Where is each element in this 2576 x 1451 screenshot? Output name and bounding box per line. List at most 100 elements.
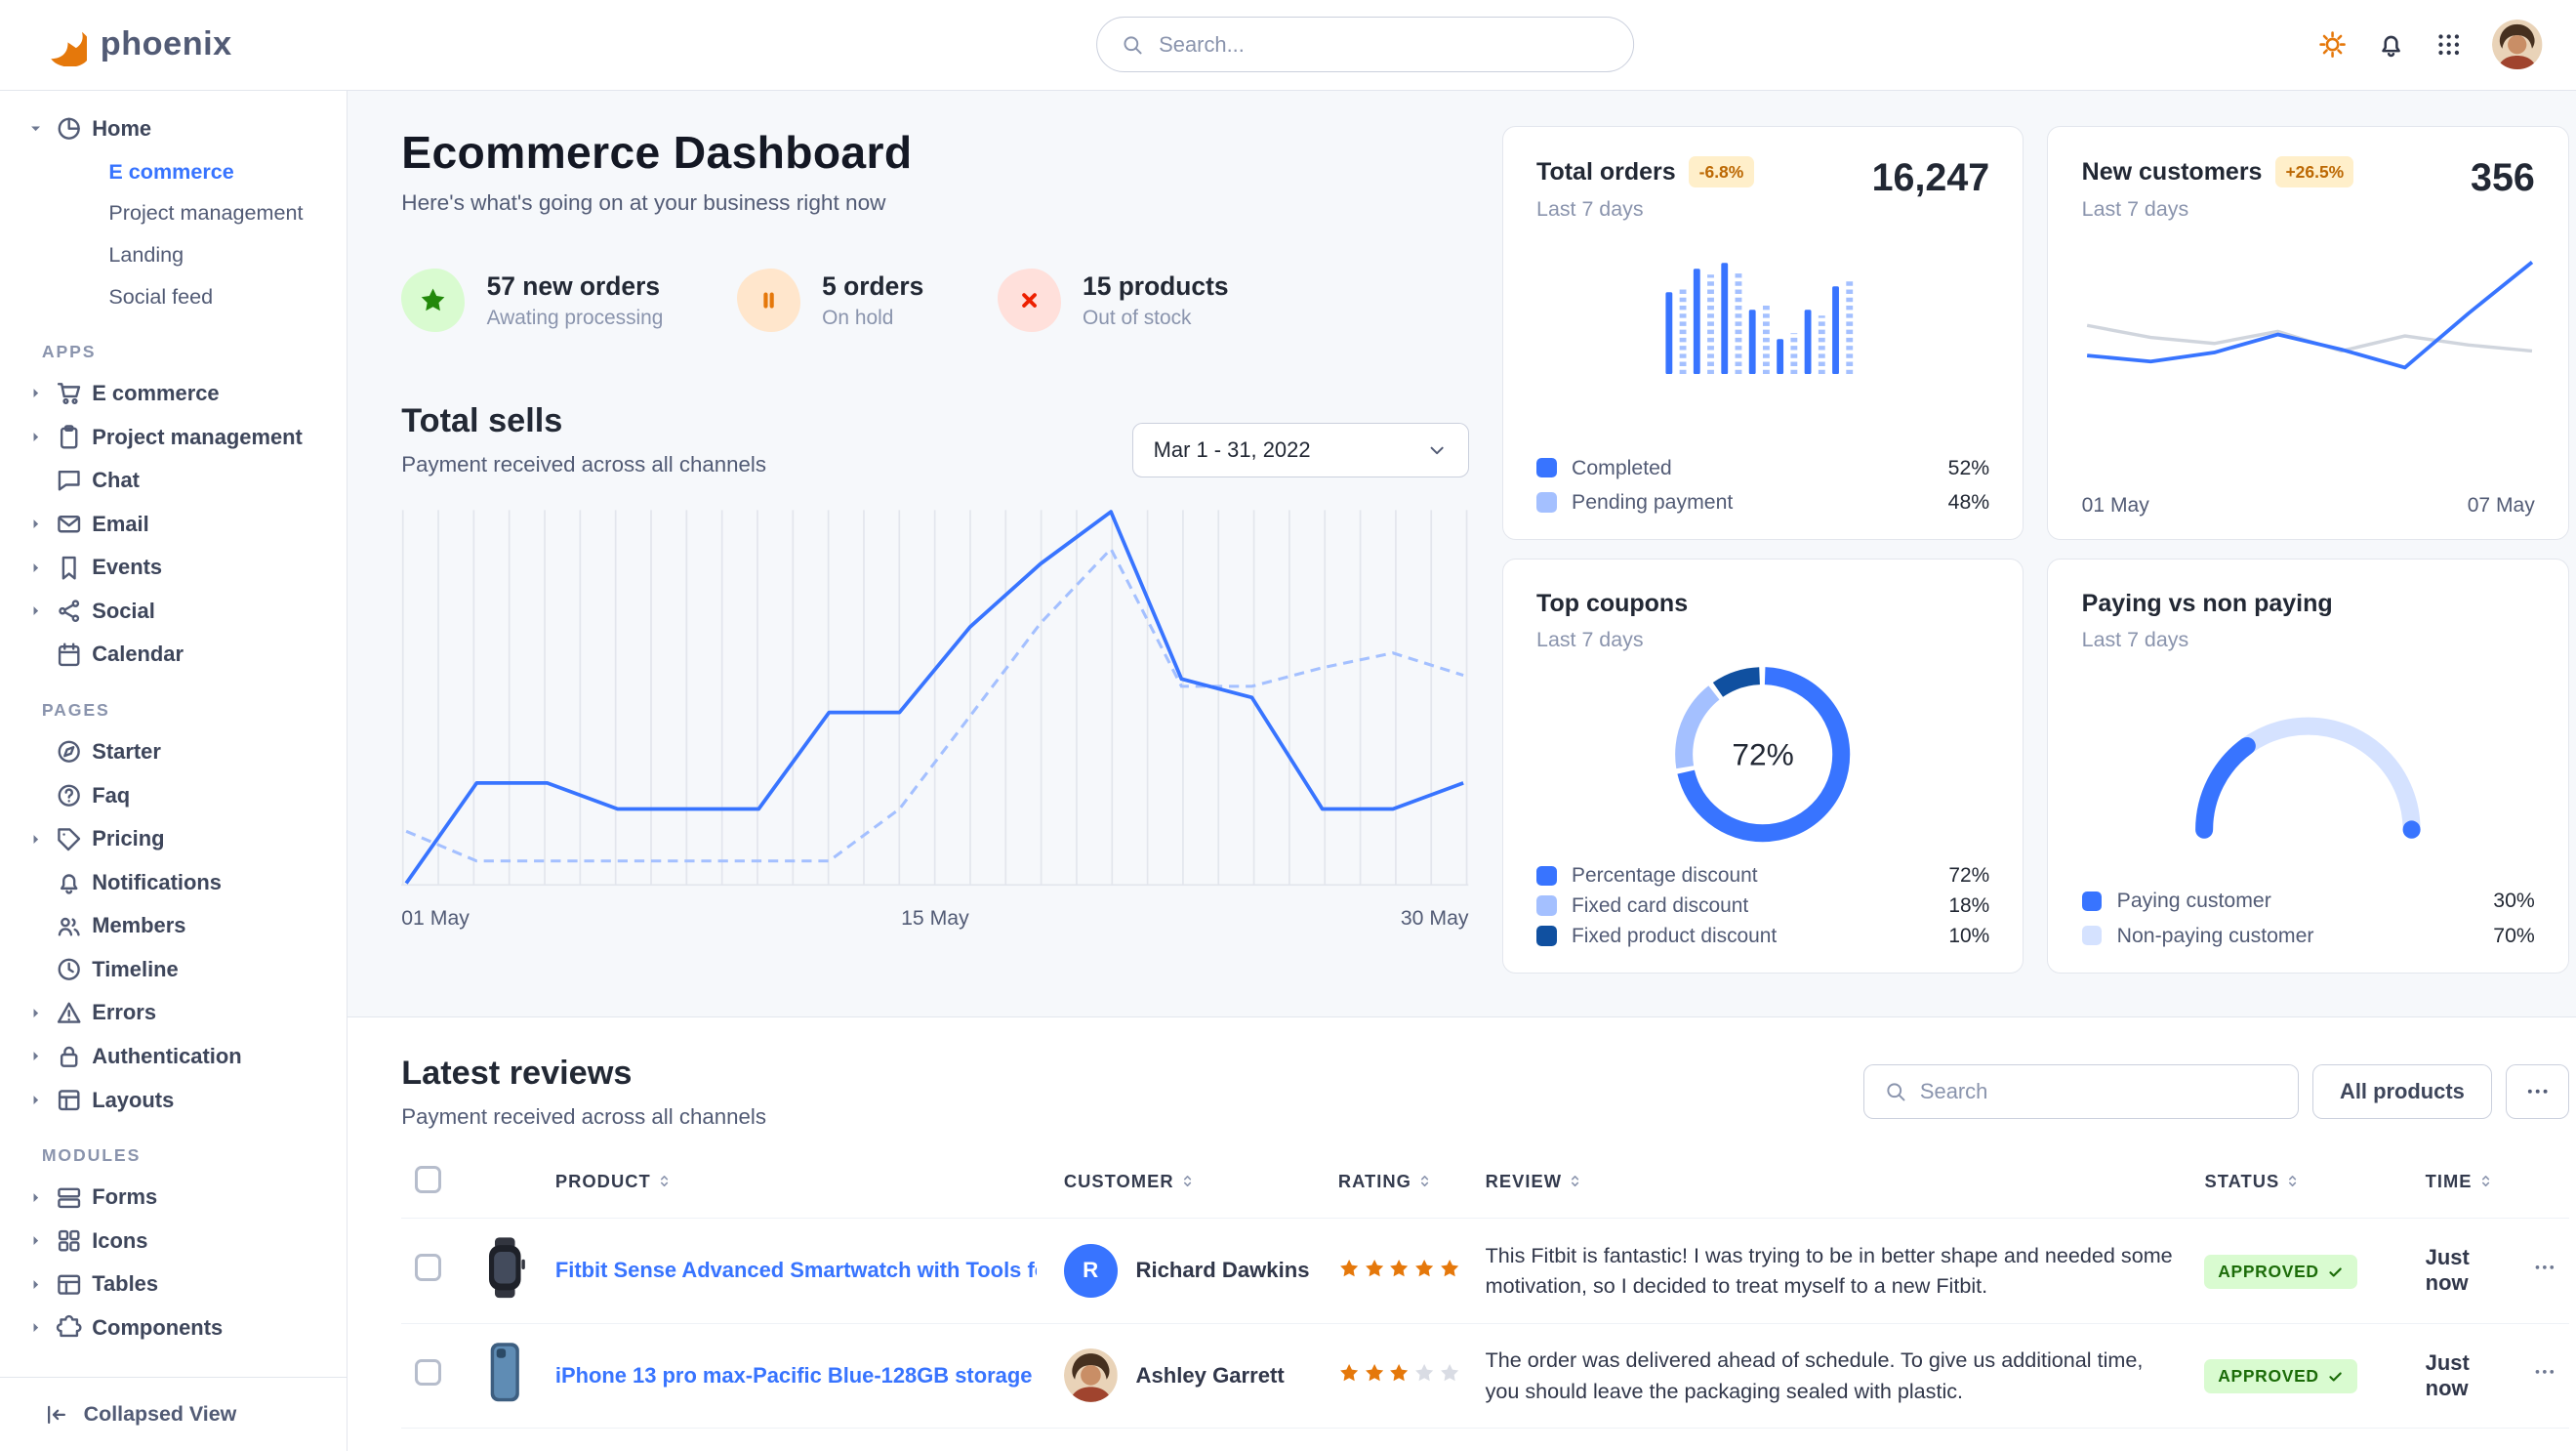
row-actions-button[interactable]	[2532, 1359, 2557, 1385]
dots-menu-icon	[2524, 1078, 2551, 1104]
column-header-customer[interactable]: CUSTOMER	[1050, 1149, 1325, 1219]
sidebar-item-label: Errors	[92, 1000, 157, 1025]
x-tick-label: 01 May	[2081, 494, 2149, 518]
caret-right-icon	[26, 1048, 45, 1064]
sidebar-item-label: Notifications	[92, 869, 222, 894]
star-icon	[1413, 1258, 1435, 1279]
caret-right-icon	[26, 429, 45, 445]
main-content: Ecommerce Dashboard Here's what's going …	[348, 90, 2576, 1451]
sort-icon	[1567, 1173, 1583, 1189]
sidebar-item-faq[interactable]: Faq	[23, 773, 334, 817]
sidebar-item-email[interactable]: Email	[23, 502, 334, 546]
sidebar-item-project-management[interactable]: Project management	[23, 415, 334, 459]
product-link[interactable]: Fitbit Sense Advanced Smartwatch with To…	[554, 1258, 1038, 1283]
legend-label: Completed	[1572, 455, 1672, 479]
brand-logo[interactable]: phoenix	[44, 22, 232, 67]
stat-desc: On hold	[822, 306, 894, 329]
all-products-button[interactable]: All products	[2311, 1063, 2493, 1120]
reviews-more-button[interactable]	[2505, 1063, 2570, 1120]
legend-swatch	[1536, 457, 1557, 478]
product-image[interactable]	[471, 1339, 539, 1406]
table-icon	[56, 1271, 82, 1298]
sidebar-section-label-pages: PAGES	[41, 699, 110, 720]
column-header-review[interactable]: REVIEW	[1472, 1149, 2191, 1219]
product-image[interactable]	[471, 1234, 539, 1302]
lock-icon	[56, 1043, 82, 1069]
sidebar-item-label: Components	[92, 1314, 224, 1340]
select-all-checkbox[interactable]	[414, 1166, 442, 1193]
card-period: Last 7 days	[2081, 196, 2189, 221]
sidebar-item-errors[interactable]: Errors	[23, 991, 334, 1035]
sidebar-item-tables[interactable]: Tables	[23, 1263, 334, 1306]
top-coupons-donut-chart: 72%	[1536, 659, 1989, 850]
new-customers-x-labels: 01 May 07 May	[2082, 494, 2535, 518]
card-title: New customers	[2081, 157, 2263, 186]
sidebar-item-e-commerce[interactable]: E commerce	[23, 372, 334, 416]
sort-icon	[1416, 1173, 1433, 1189]
sidebar-item-starter[interactable]: Starter	[23, 730, 334, 774]
date-range-select[interactable]: Mar 1 - 31, 2022	[1132, 422, 1469, 478]
sidebar-subitem-landing[interactable]: Landing	[108, 242, 184, 268]
star-icon	[1388, 1258, 1410, 1279]
reviews-search-input[interactable]: Search	[1863, 1063, 2299, 1120]
sidebar-item-home[interactable]: Home	[23, 107, 334, 151]
sidebar-item-social[interactable]: Social	[23, 590, 334, 634]
sidebar-item-label: Project management	[92, 424, 303, 449]
sidebar-item-forms[interactable]: Forms	[23, 1176, 334, 1220]
top-navbar: phoenix Search...	[0, 0, 2576, 91]
sidebar-subitem-e-commerce[interactable]: E commerce	[108, 158, 234, 184]
column-header-time[interactable]: TIME	[2412, 1149, 2519, 1219]
sidebar-item-authentication[interactable]: Authentication	[23, 1035, 334, 1079]
sidebar-item-components[interactable]: Components	[23, 1306, 334, 1350]
sidebar-item-chat[interactable]: Chat	[23, 459, 334, 503]
legend-item-completed: Completed 52%	[1536, 456, 1989, 480]
compass-icon	[56, 738, 82, 765]
sidebar-item-members[interactable]: Members	[23, 904, 334, 948]
row-checkbox[interactable]	[414, 1254, 442, 1281]
user-avatar[interactable]	[2492, 20, 2543, 70]
review-row	[401, 1427, 2570, 1451]
legend-item-fixed-card-discount: Fixed card discount 18%	[1536, 894, 1989, 918]
column-header-product[interactable]: PRODUCT	[542, 1149, 1050, 1219]
sidebar-item-events[interactable]: Events	[23, 546, 334, 590]
sidebar-item-label: Pricing	[92, 826, 165, 851]
legend-item-fixed-product-discount: Fixed product discount 10%	[1536, 925, 1989, 948]
product-link[interactable]: iPhone 13 pro max-Pacific Blue-128GB sto…	[554, 1362, 1033, 1388]
legend-swatch	[2081, 891, 2103, 912]
notifications-bell-icon[interactable]	[2377, 30, 2405, 59]
sidebar-item-timeline[interactable]: Timeline	[23, 948, 334, 992]
sidebar-item-label: Layouts	[92, 1087, 175, 1112]
star-icon	[1413, 1362, 1435, 1384]
page-subtitle: Here's what's going on at your business …	[401, 189, 886, 215]
apps-grid-icon[interactable]	[2435, 31, 2462, 58]
sidebar-item-calendar[interactable]: Calendar	[23, 633, 334, 677]
x-tick-label: 30 May	[1400, 906, 1469, 931]
row-checkbox[interactable]	[414, 1358, 442, 1386]
sidebar-subitem-project-management[interactable]: Project management	[108, 200, 304, 226]
collapsed-view-button[interactable]: Collapsed View	[0, 1377, 348, 1451]
legend-label: Pending payment	[1572, 489, 1734, 514]
caret-right-icon	[26, 1276, 45, 1293]
theme-toggle-sun-icon[interactable]	[2318, 30, 2347, 59]
clock-icon	[56, 956, 82, 982]
sidebar-item-pricing[interactable]: Pricing	[23, 817, 334, 861]
column-header-status[interactable]: STATUS	[2191, 1149, 2412, 1219]
stat-5-orders: 5 orders On hold	[736, 269, 923, 333]
sidebar-item-label: Timeline	[92, 956, 179, 981]
sidebar-item-layouts[interactable]: Layouts	[23, 1078, 334, 1122]
column-label: CUSTOMER	[1063, 1171, 1174, 1192]
new-customers-card: New customers +26.5% Last 7 days 356 01 …	[2047, 125, 2570, 541]
stat-57-new-orders: 57 new orders Awating processing	[401, 269, 663, 333]
sidebar-item-notifications[interactable]: Notifications	[23, 861, 334, 905]
legend-label: Fixed product discount	[1572, 924, 1778, 947]
bookmark-icon	[56, 555, 82, 581]
caret-right-icon	[26, 602, 45, 619]
sidebar-item-icons[interactable]: Icons	[23, 1220, 334, 1264]
total-sells-chart	[401, 507, 1469, 895]
global-search-input[interactable]: Search...	[1095, 17, 1635, 73]
form-icon	[56, 1184, 82, 1211]
sidebar-subitem-social-feed[interactable]: Social feed	[108, 284, 214, 310]
column-header-rating[interactable]: RATING	[1325, 1149, 1472, 1219]
row-actions-button[interactable]	[2532, 1255, 2557, 1280]
card-period: Last 7 days	[1536, 196, 1644, 221]
